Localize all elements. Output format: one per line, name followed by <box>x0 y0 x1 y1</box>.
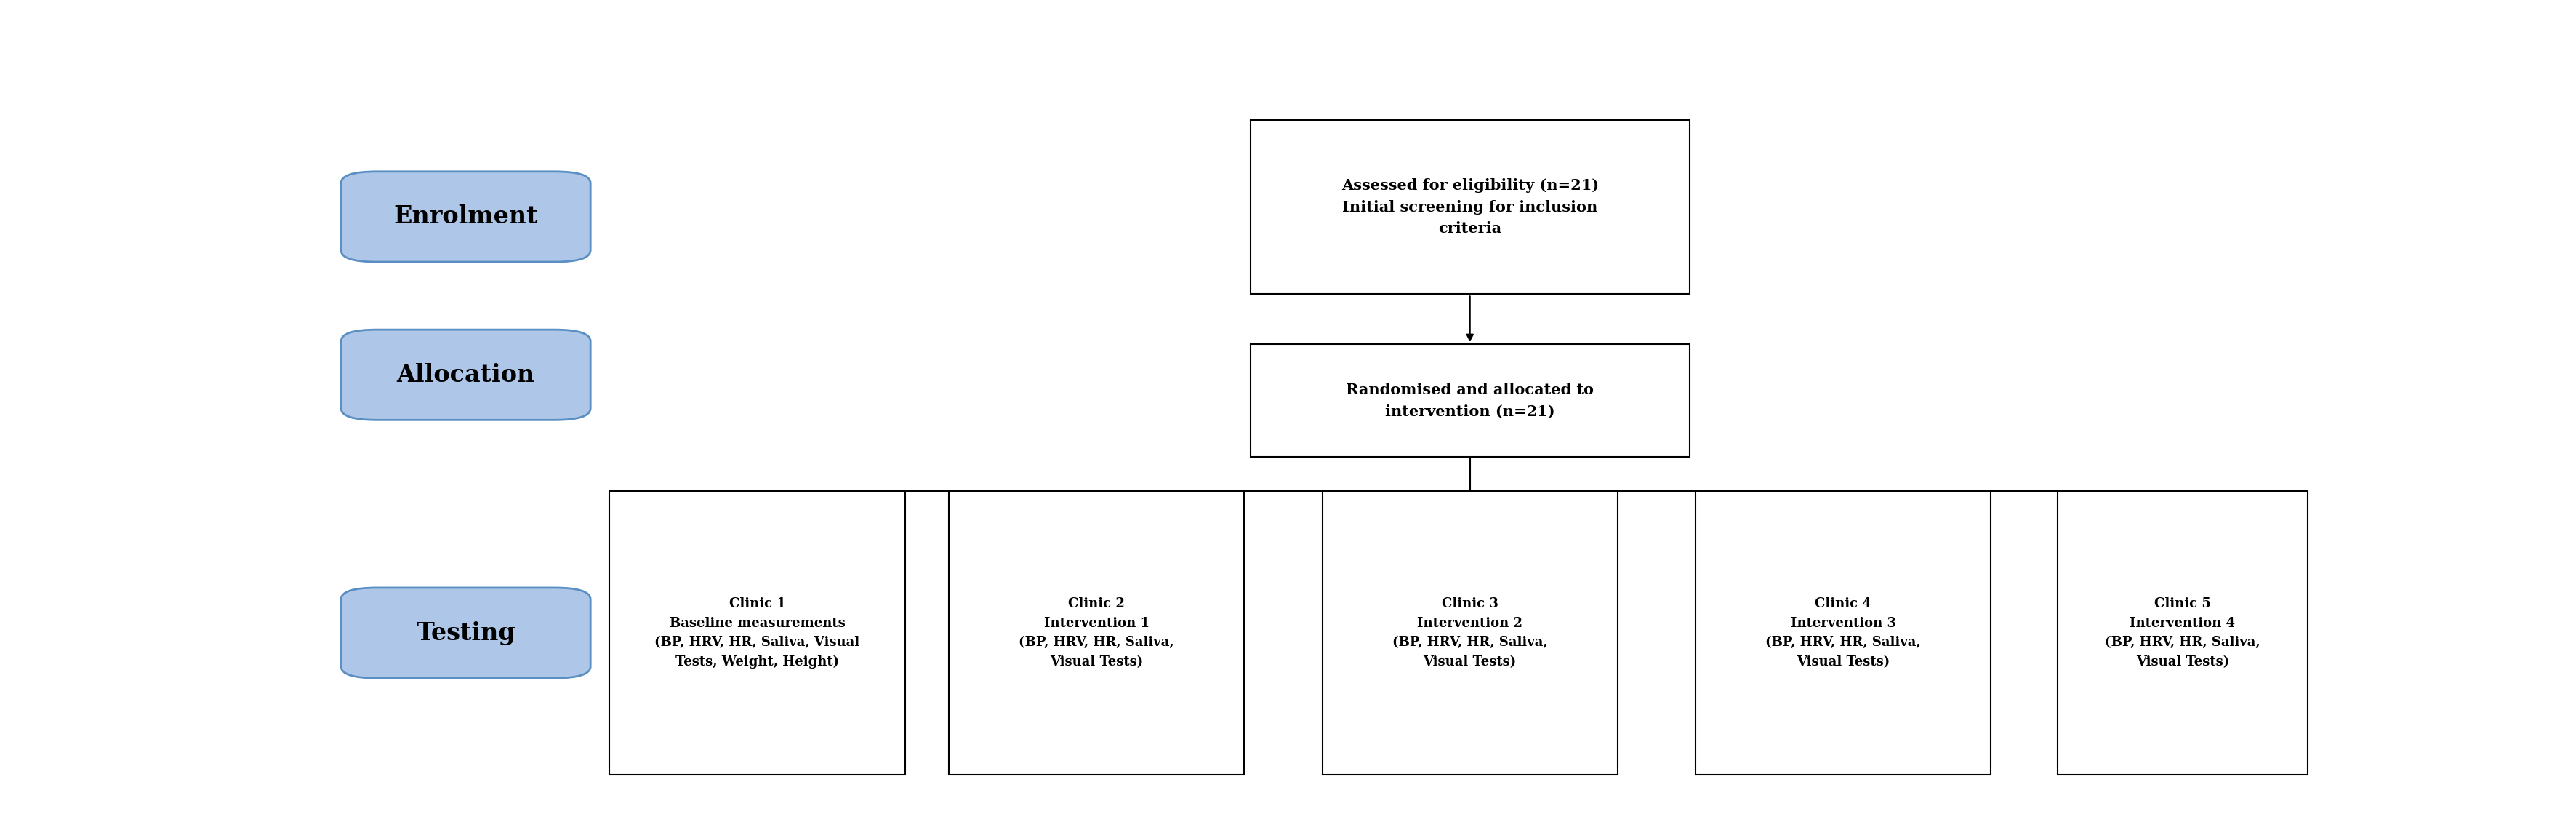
FancyBboxPatch shape <box>1695 491 1991 775</box>
FancyBboxPatch shape <box>948 491 1244 775</box>
Text: Testing: Testing <box>417 621 515 645</box>
Text: Clinic 1
Baseline measurements
(BP, HRV, HR, Saliva, Visual
Tests, Weight, Heigh: Clinic 1 Baseline measurements (BP, HRV,… <box>654 597 860 669</box>
FancyBboxPatch shape <box>340 587 590 678</box>
FancyBboxPatch shape <box>340 329 590 420</box>
FancyBboxPatch shape <box>1249 344 1690 457</box>
Text: Clinic 4
Intervention 3
(BP, HRV, HR, Saliva,
Visual Tests): Clinic 4 Intervention 3 (BP, HRV, HR, Sa… <box>1765 597 1922 668</box>
Text: Allocation: Allocation <box>397 363 536 387</box>
Text: Enrolment: Enrolment <box>394 204 538 229</box>
FancyBboxPatch shape <box>611 491 904 775</box>
FancyBboxPatch shape <box>1321 491 1618 775</box>
Text: Clinic 5
Intervention 4
(BP, HRV, HR, Saliva,
Visual Tests): Clinic 5 Intervention 4 (BP, HRV, HR, Sa… <box>2105 597 2259 668</box>
Text: Assessed for eligibility (n=21)
Initial screening for inclusion
criteria: Assessed for eligibility (n=21) Initial … <box>1342 178 1600 235</box>
Text: Clinic 3
Intervention 2
(BP, HRV, HR, Saliva,
Visual Tests): Clinic 3 Intervention 2 (BP, HRV, HR, Sa… <box>1391 597 1548 668</box>
FancyBboxPatch shape <box>2058 491 2308 775</box>
Text: Randomised and allocated to
intervention (n=21): Randomised and allocated to intervention… <box>1347 383 1595 419</box>
FancyBboxPatch shape <box>1249 120 1690 294</box>
Text: Clinic 2
Intervention 1
(BP, HRV, HR, Saliva,
Visual Tests): Clinic 2 Intervention 1 (BP, HRV, HR, Sa… <box>1020 597 1175 668</box>
FancyBboxPatch shape <box>340 172 590 261</box>
